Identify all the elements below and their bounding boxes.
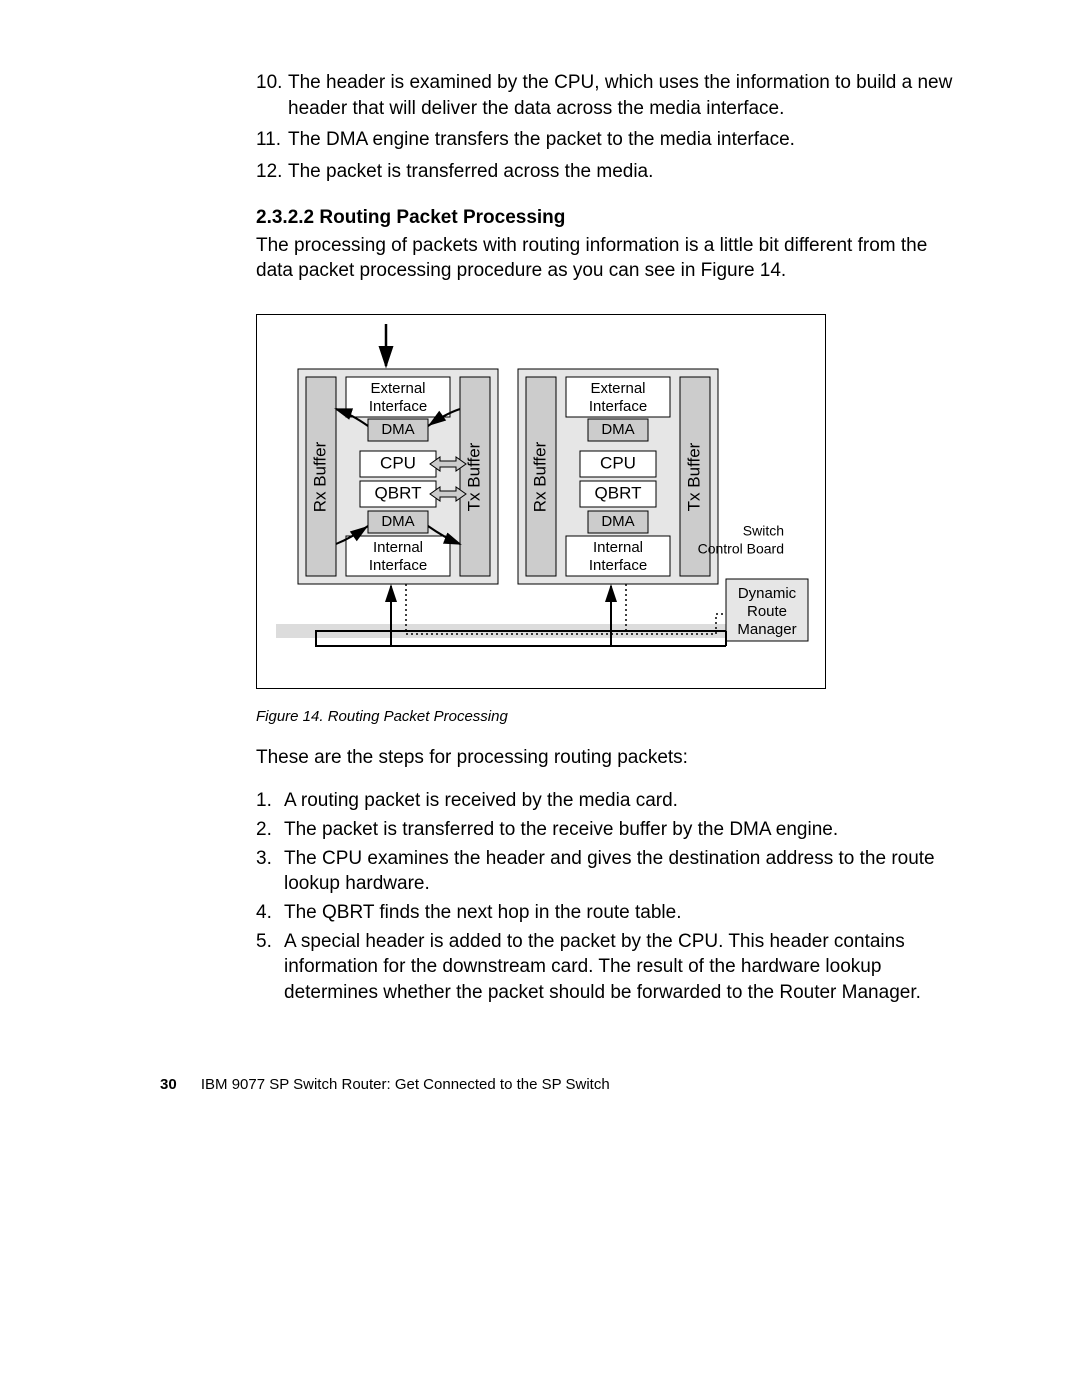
svg-text:DMA: DMA [601, 421, 634, 438]
step-text: The QBRT finds the next hop in the route… [284, 900, 960, 926]
svg-text:Interface: Interface [369, 398, 427, 415]
svg-text:CPU: CPU [600, 453, 636, 472]
subsection-heading: 2.3.2.2 Routing Packet Processing [256, 207, 960, 229]
page-footer: 30 IBM 9077 SP Switch Router: Get Connec… [160, 1076, 960, 1093]
svg-text:Rx Buffer: Rx Buffer [310, 441, 329, 512]
step-text: The CPU examines the header and gives th… [284, 846, 960, 897]
svg-text:Interface: Interface [369, 557, 427, 574]
list-number: 10. [256, 70, 288, 121]
svg-text:Route: Route [747, 603, 787, 620]
svg-text:QBRT: QBRT [595, 483, 642, 502]
svg-text:Manager: Manager [737, 621, 796, 638]
svg-text:Internal: Internal [373, 539, 423, 556]
svg-text:DMA: DMA [381, 421, 414, 438]
svg-text:CPU: CPU [380, 453, 416, 472]
steps-list: 1.A routing packet is received by the me… [160, 788, 960, 1005]
svg-text:Internal: Internal [593, 539, 643, 556]
footer-title: IBM 9077 SP Switch Router: Get Connected… [201, 1076, 610, 1093]
page-number: 30 [160, 1076, 177, 1093]
figure-caption: Figure 14. Routing Packet Processing [256, 708, 960, 725]
svg-text:Rx Buffer: Rx Buffer [530, 441, 549, 512]
intro-paragraph: The processing of packets with routing i… [256, 233, 960, 284]
step-number: 1. [256, 788, 284, 814]
step-text: The packet is transferred to the receive… [284, 817, 960, 843]
svg-text:Tx Buffer: Tx Buffer [684, 442, 703, 511]
steps-intro: These are the steps for processing routi… [256, 745, 960, 771]
svg-text:DMA: DMA [381, 513, 414, 530]
svg-text:Control Board: Control Board [698, 541, 784, 557]
step-number: 2. [256, 817, 284, 843]
svg-text:External: External [590, 380, 645, 397]
svg-text:Dynamic: Dynamic [738, 585, 797, 602]
svg-text:External: External [370, 380, 425, 397]
continued-ordered-list: 10.The header is examined by the CPU, wh… [160, 70, 960, 185]
svg-text:QBRT: QBRT [375, 483, 422, 502]
svg-text:Interface: Interface [589, 557, 647, 574]
svg-text:Switch: Switch [743, 523, 784, 539]
step-number: 3. [256, 846, 284, 897]
list-number: 12. [256, 159, 288, 185]
figure-diagram: Rx BufferTx BufferExternalInterfaceDMACP… [256, 314, 960, 694]
svg-text:DMA: DMA [601, 513, 634, 530]
step-text: A routing packet is received by the medi… [284, 788, 960, 814]
list-text: The DMA engine transfers the packet to t… [288, 127, 960, 153]
list-text: The header is examined by the CPU, which… [288, 70, 960, 121]
svg-text:Interface: Interface [589, 398, 647, 415]
step-number: 4. [256, 900, 284, 926]
svg-text:Tx Buffer: Tx Buffer [464, 442, 483, 511]
list-number: 11. [256, 127, 288, 153]
step-text: A special header is added to the packet … [284, 929, 960, 1006]
step-number: 5. [256, 929, 284, 1006]
list-text: The packet is transferred across the med… [288, 159, 960, 185]
